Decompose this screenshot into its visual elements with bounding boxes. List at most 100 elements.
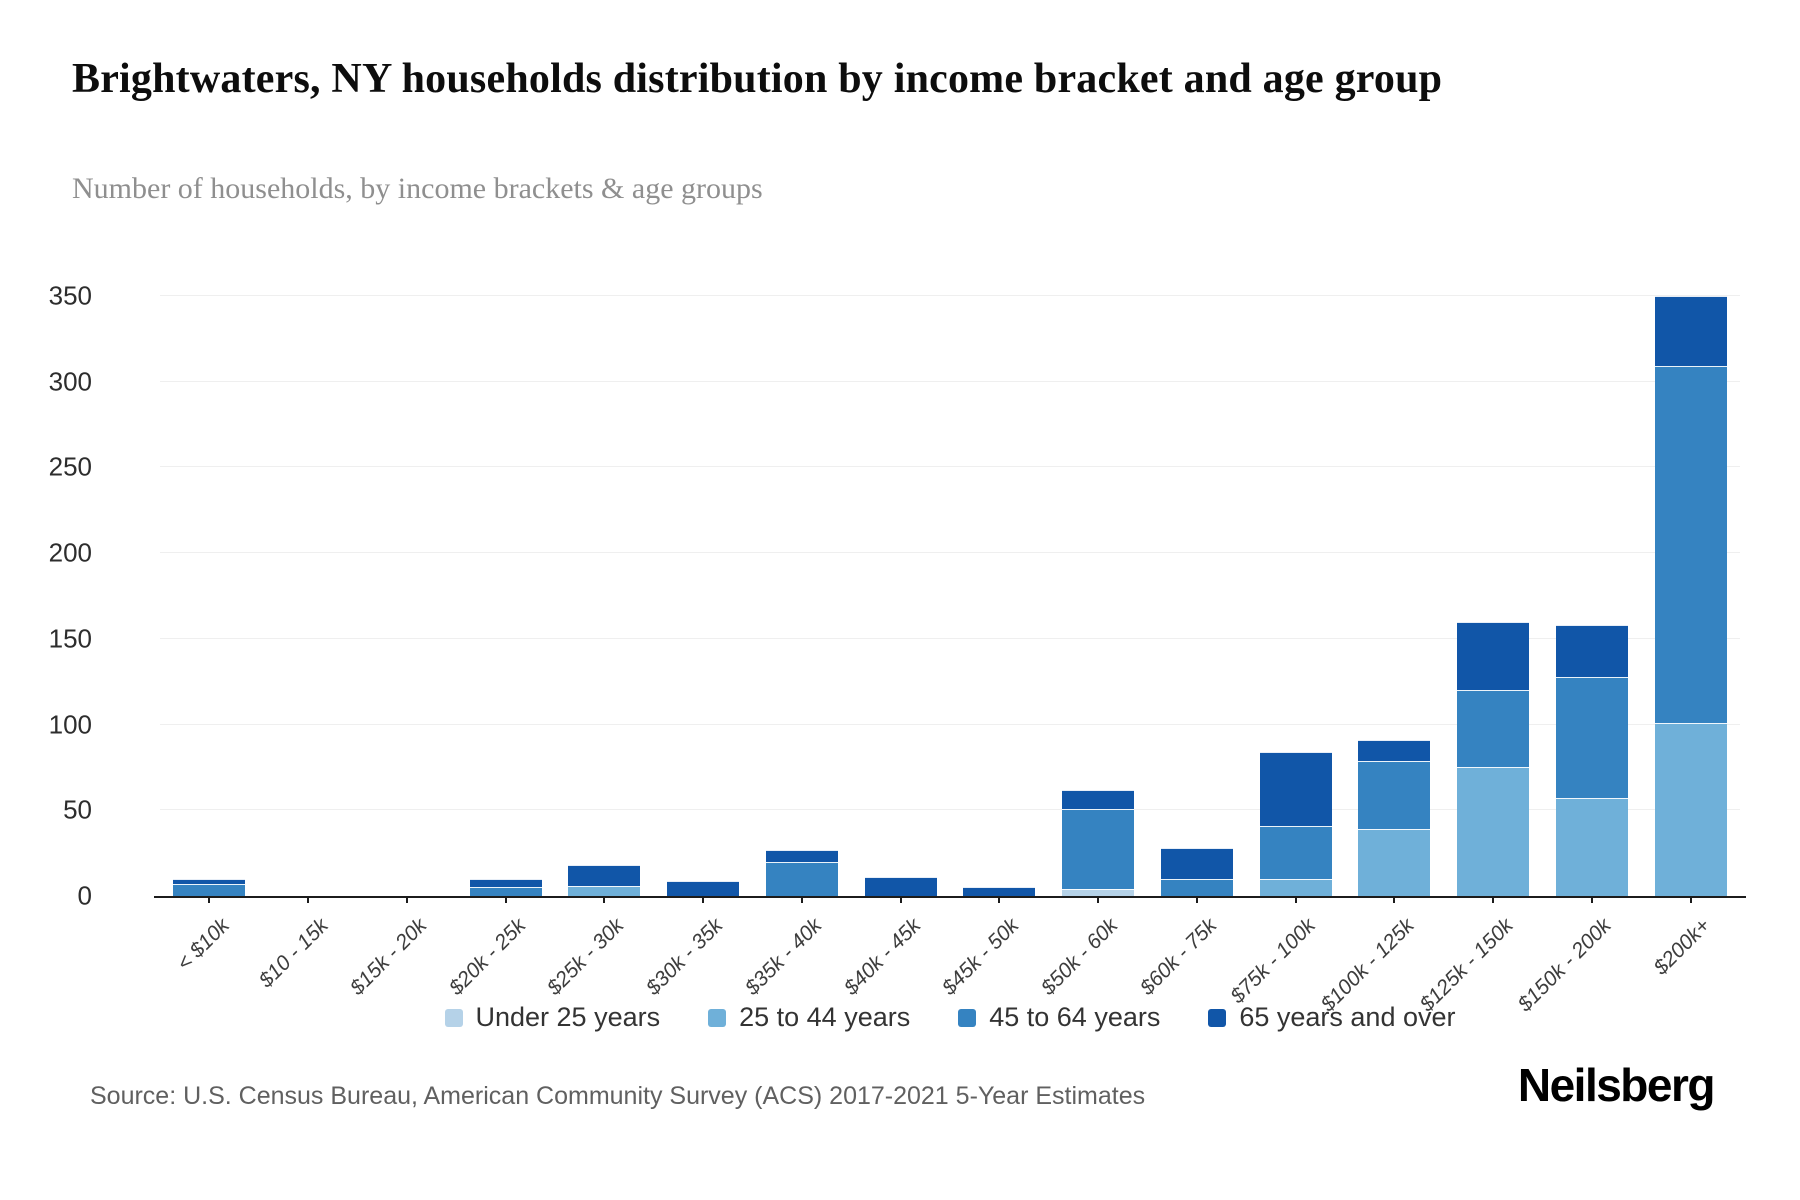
bar-segment <box>1457 690 1530 768</box>
bar-segment <box>1259 878 1332 896</box>
bar-segment <box>1062 808 1135 890</box>
bar-segment <box>963 887 1036 896</box>
legend-swatch <box>958 1008 977 1027</box>
x-tick-mark <box>208 896 211 903</box>
x-tick-label: $35k - 40k <box>740 914 827 1000</box>
x-tick-label: $20k - 25k <box>444 914 530 1000</box>
bar-group <box>469 878 542 896</box>
x-tick-label: < $10k <box>172 914 234 976</box>
bar-group <box>864 877 937 896</box>
x-tick-mark <box>1393 896 1396 903</box>
y-tick-label: 50 <box>63 794 92 825</box>
x-tick-mark <box>307 896 310 903</box>
x-tick-label: $40k - 45k <box>839 914 925 1000</box>
bar-segment <box>1358 740 1431 761</box>
gridline <box>160 295 1740 296</box>
bar-group <box>173 878 246 896</box>
bar-segment <box>1654 722 1727 896</box>
x-tick-label: $30k - 35k <box>641 914 728 1000</box>
bar-group <box>1358 740 1431 896</box>
gridline <box>160 380 1740 382</box>
bar-segment <box>1358 760 1431 830</box>
bar-segment <box>1358 829 1431 896</box>
x-tick-label: $60k - 75k <box>1135 914 1222 1000</box>
x-axis-line <box>154 896 1746 898</box>
legend-label: 45 to 64 years <box>989 1002 1161 1032</box>
x-tick-label: $75k - 100k <box>1226 914 1320 1008</box>
bar-group <box>1555 625 1628 896</box>
legend: Under 25 years 25 to 44 years 45 to 64 yea… <box>160 1002 1740 1033</box>
chart-subtitle: Number of households, by income brackets… <box>72 172 763 205</box>
bar-segment <box>1654 296 1727 367</box>
y-tick-label: 150 <box>48 623 92 654</box>
bar-segment <box>765 861 838 896</box>
x-tick-label: $25k - 30k <box>543 914 629 1000</box>
y-tick-label: 300 <box>48 366 92 397</box>
x-tick-mark <box>1294 896 1297 903</box>
y-tick-label: 250 <box>48 451 92 482</box>
bar-segment <box>1457 621 1530 691</box>
bar-segment <box>1555 625 1628 677</box>
x-tick-label: $200k+ <box>1649 914 1715 980</box>
bar-group <box>667 880 740 896</box>
bar-segment <box>1555 798 1628 896</box>
gridline <box>160 466 1740 468</box>
x-tick-label: $10 - 15k <box>254 914 333 993</box>
bar-segment <box>469 887 542 896</box>
x-tick-label: $15k - 20k <box>345 914 432 1000</box>
y-tick-label: 0 <box>77 880 92 911</box>
bar-group <box>1259 752 1332 896</box>
bar-segment <box>469 878 542 888</box>
legend-swatch <box>444 1008 463 1027</box>
gridline <box>160 723 1740 725</box>
bar-segment <box>173 884 246 896</box>
bar-segment <box>1160 848 1233 879</box>
legend-swatch <box>708 1008 727 1027</box>
bar-segment <box>667 880 740 896</box>
bar-group <box>963 887 1036 896</box>
y-tick-label: 100 <box>48 709 92 740</box>
x-tick-mark <box>702 896 705 903</box>
neilsberg-logo: Neilsberg <box>1517 1059 1716 1111</box>
bar-segment <box>1457 767 1530 896</box>
bar-segment <box>864 877 937 896</box>
x-tick-label: $50k - 60k <box>1036 914 1123 1000</box>
bar-group <box>1457 621 1530 896</box>
gridline <box>160 637 1740 639</box>
legend-swatch <box>1208 1008 1227 1027</box>
bar-segment <box>1062 789 1135 809</box>
x-tick-label: $45k - 50k <box>938 914 1024 1000</box>
bar-segment <box>568 885 641 896</box>
x-tick-mark <box>405 896 408 903</box>
chart-title: Brightwaters, NY households distribution… <box>72 56 1443 102</box>
bar-segment <box>568 865 641 886</box>
bar-segment <box>765 849 838 862</box>
bar-group <box>1160 848 1233 896</box>
legend-label: 65 years and over <box>1239 1002 1456 1032</box>
x-tick-mark <box>1590 896 1593 903</box>
gridline <box>160 809 1740 811</box>
bar-group <box>1654 296 1727 896</box>
bar-segment <box>1555 676 1628 799</box>
bar-segment <box>1259 752 1332 826</box>
x-tick-mark <box>800 896 803 903</box>
bar-group <box>765 849 838 896</box>
x-tick-mark <box>899 896 902 903</box>
x-tick-mark <box>1195 896 1198 903</box>
legend-item: 45 to 64 years <box>958 1002 1160 1033</box>
bar-segment <box>1259 825 1332 879</box>
legend-item: 65 years and over <box>1208 1002 1456 1033</box>
y-tick-label: 350 <box>48 280 92 311</box>
legend-item: Under 25 years <box>444 1002 661 1033</box>
bar-group <box>1062 789 1135 896</box>
x-tick-mark <box>603 896 606 903</box>
plot-area: 0 50 100 150 200 250 300 350 <box>49 281 1746 911</box>
y-tick-label: 200 <box>48 537 92 568</box>
x-tick-mark <box>1492 896 1495 903</box>
bar-segment <box>1062 889 1135 896</box>
x-tick-mark <box>998 896 1001 903</box>
gridline <box>160 552 1740 554</box>
legend-label: Under 25 years <box>475 1002 661 1032</box>
source-note: Source: U.S. Census Bureau, American Com… <box>90 1082 1146 1110</box>
